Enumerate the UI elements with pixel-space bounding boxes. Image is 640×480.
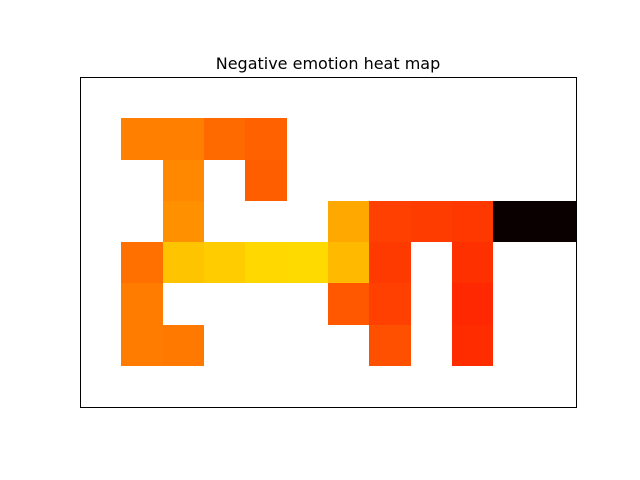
- heatmap-cell-r4-c3: [204, 242, 245, 283]
- heatmap-cell-r1-c2: [163, 118, 204, 160]
- heatmap-cell-r4-c9: [452, 242, 493, 283]
- heatmap-cell-r4-c7: [369, 242, 411, 283]
- heatmap-cell-r2-c2: [163, 160, 204, 201]
- heatmap-cell-r6-c2: [163, 325, 204, 366]
- heatmap-cell-r4-c4: [245, 242, 287, 283]
- heatmap-cell-r1-c1: [121, 118, 163, 160]
- heatmap-cell-r3-c7: [369, 201, 411, 242]
- heatmap-cell-r4-c6: [328, 242, 369, 283]
- heatmap-cell-r4-c1: [121, 242, 163, 283]
- chart-title: Negative emotion heat map: [216, 54, 441, 73]
- heatmap-cell-r5-c6: [328, 283, 369, 325]
- heatmap-cell-r5-c7: [369, 283, 411, 325]
- heatmap-cell-r4-c5: [287, 242, 328, 283]
- heatmap-cell-r5-c9: [452, 283, 493, 325]
- heatmap-cells: [121, 118, 576, 366]
- heatmap-cell-r3-c6: [328, 201, 369, 242]
- heatmap-cell-r2-c4: [245, 160, 287, 201]
- heatmap-cell-r3-c9: [452, 201, 493, 242]
- heatmap-cell-r3-c2: [163, 201, 204, 242]
- heatmap-cell-r6-c7: [369, 325, 411, 366]
- heatmap-cell-r3-c11: [535, 201, 576, 242]
- heatmap-cell-r1-c3: [204, 118, 245, 160]
- heatmap-cell-r6-c9: [452, 325, 493, 366]
- heatmap-cell-r6-c1: [121, 325, 163, 366]
- heatmap-cell-r4-c2: [163, 242, 204, 283]
- heatmap-cell-r5-c1: [121, 283, 163, 325]
- heatmap-cell-r3-c10: [493, 201, 535, 242]
- plot-frame: [80, 77, 577, 408]
- heatmap-cell-r1-c4: [245, 118, 287, 160]
- heatmap-cell-r3-c8: [411, 201, 452, 242]
